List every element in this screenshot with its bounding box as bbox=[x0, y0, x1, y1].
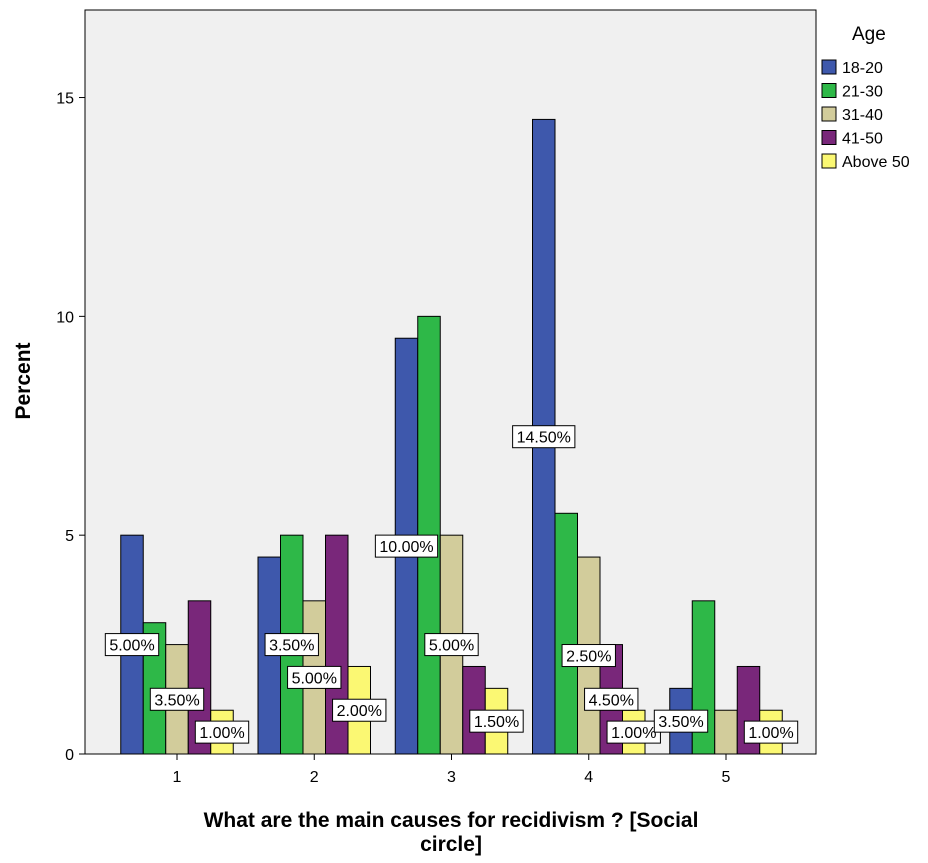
data-label-box bbox=[653, 709, 709, 733]
data-label-box bbox=[743, 720, 799, 744]
y-tick-label: 10 bbox=[56, 309, 74, 326]
y-tick-label: 15 bbox=[56, 91, 74, 108]
x-tick-label: 4 bbox=[584, 769, 593, 786]
data-label: 1.50% bbox=[469, 709, 524, 733]
data-label-text: 10.00% bbox=[379, 539, 433, 556]
data-label-box bbox=[264, 633, 319, 657]
x-axis-title-line: What are the main causes for recidivism … bbox=[204, 809, 699, 832]
x-tick-label: 1 bbox=[173, 769, 182, 786]
data-labels-group: 5.00%3.50%1.00%5.00%3.50%2.00%10.00%5.00… bbox=[104, 425, 799, 744]
legend-label-18-20: 18-20 bbox=[842, 60, 883, 77]
data-label: 5.00% bbox=[287, 665, 342, 689]
x-tick-label: 5 bbox=[722, 769, 731, 786]
legend: Age 18-20 21-30 31-40 41-50 Above 50 bbox=[821, 24, 910, 171]
data-label-box bbox=[104, 633, 160, 657]
data-label: 1.00% bbox=[743, 720, 799, 744]
legend-swatch-21-30 bbox=[821, 83, 837, 98]
y-axis: 0 5 10 15 bbox=[56, 91, 85, 764]
data-label-box bbox=[374, 534, 439, 558]
legend-swatch-31-40 bbox=[821, 106, 837, 122]
data-label-text: 1.00% bbox=[748, 725, 793, 742]
data-label-text: 3.50% bbox=[269, 638, 314, 655]
bar-31-40-cat-5 bbox=[714, 709, 738, 755]
x-axis-title: What are the main causes for recidivism … bbox=[204, 809, 699, 856]
data-label-text: 1.00% bbox=[199, 725, 244, 742]
x-tick-label: 2 bbox=[310, 769, 319, 786]
data-label-text: 14.50% bbox=[517, 430, 571, 447]
x-axis: 1 2 3 4 5 bbox=[173, 754, 731, 786]
data-label: 3.50% bbox=[264, 633, 319, 657]
x-axis-title-line: circle] bbox=[420, 833, 482, 856]
data-label-text: 2.00% bbox=[337, 703, 382, 720]
data-label-text: 1.00% bbox=[611, 725, 656, 742]
data-label-box bbox=[332, 698, 387, 722]
legend-title: Age bbox=[852, 24, 886, 45]
legend-swatch-18-20 bbox=[821, 59, 837, 75]
data-label-box bbox=[584, 687, 639, 711]
data-label: 5.00% bbox=[424, 633, 479, 657]
data-label-text: 5.00% bbox=[292, 670, 337, 687]
data-label: 1.00% bbox=[194, 720, 250, 744]
data-label-box bbox=[469, 709, 524, 733]
data-label: 2.50% bbox=[561, 644, 616, 668]
data-label-box bbox=[287, 665, 342, 689]
legend-swatch-above-50 bbox=[821, 153, 837, 169]
legend-label-above-50: Above 50 bbox=[842, 154, 910, 171]
y-axis-title: Percent bbox=[12, 342, 35, 419]
data-label: 2.00% bbox=[332, 698, 387, 722]
data-label: 3.50% bbox=[149, 687, 205, 711]
legend-swatch-41-50 bbox=[821, 130, 837, 145]
data-label: 3.50% bbox=[653, 709, 709, 733]
data-label-text: 1.50% bbox=[474, 714, 519, 731]
bar-21-30-cat-4 bbox=[554, 512, 578, 755]
data-label-text: 4.50% bbox=[589, 692, 634, 709]
data-label-box bbox=[194, 720, 250, 744]
legend-label-31-40: 31-40 bbox=[842, 107, 883, 124]
data-label-text: 5.00% bbox=[109, 638, 154, 655]
bar-41-50-cat-1 bbox=[187, 600, 212, 755]
y-tick-label: 5 bbox=[65, 528, 74, 545]
data-label-box bbox=[512, 425, 576, 449]
data-label-box bbox=[561, 644, 616, 668]
data-label-box bbox=[149, 687, 205, 711]
y-tick-label: 0 bbox=[65, 747, 74, 764]
data-label: 14.50% bbox=[512, 425, 576, 449]
legend-label-41-50: 41-50 bbox=[842, 131, 883, 148]
data-label: 10.00% bbox=[374, 534, 439, 558]
data-label: 5.00% bbox=[104, 633, 160, 657]
data-label-box bbox=[424, 633, 479, 657]
x-tick-label: 3 bbox=[447, 769, 456, 786]
data-label-text: 3.50% bbox=[658, 714, 703, 731]
data-label-text: 5.00% bbox=[429, 638, 474, 655]
data-label-text: 3.50% bbox=[154, 692, 199, 709]
data-label-text: 2.50% bbox=[566, 649, 611, 666]
legend-label-21-30: 21-30 bbox=[842, 84, 883, 101]
data-label: 1.00% bbox=[606, 720, 661, 744]
data-label: 4.50% bbox=[584, 687, 639, 711]
